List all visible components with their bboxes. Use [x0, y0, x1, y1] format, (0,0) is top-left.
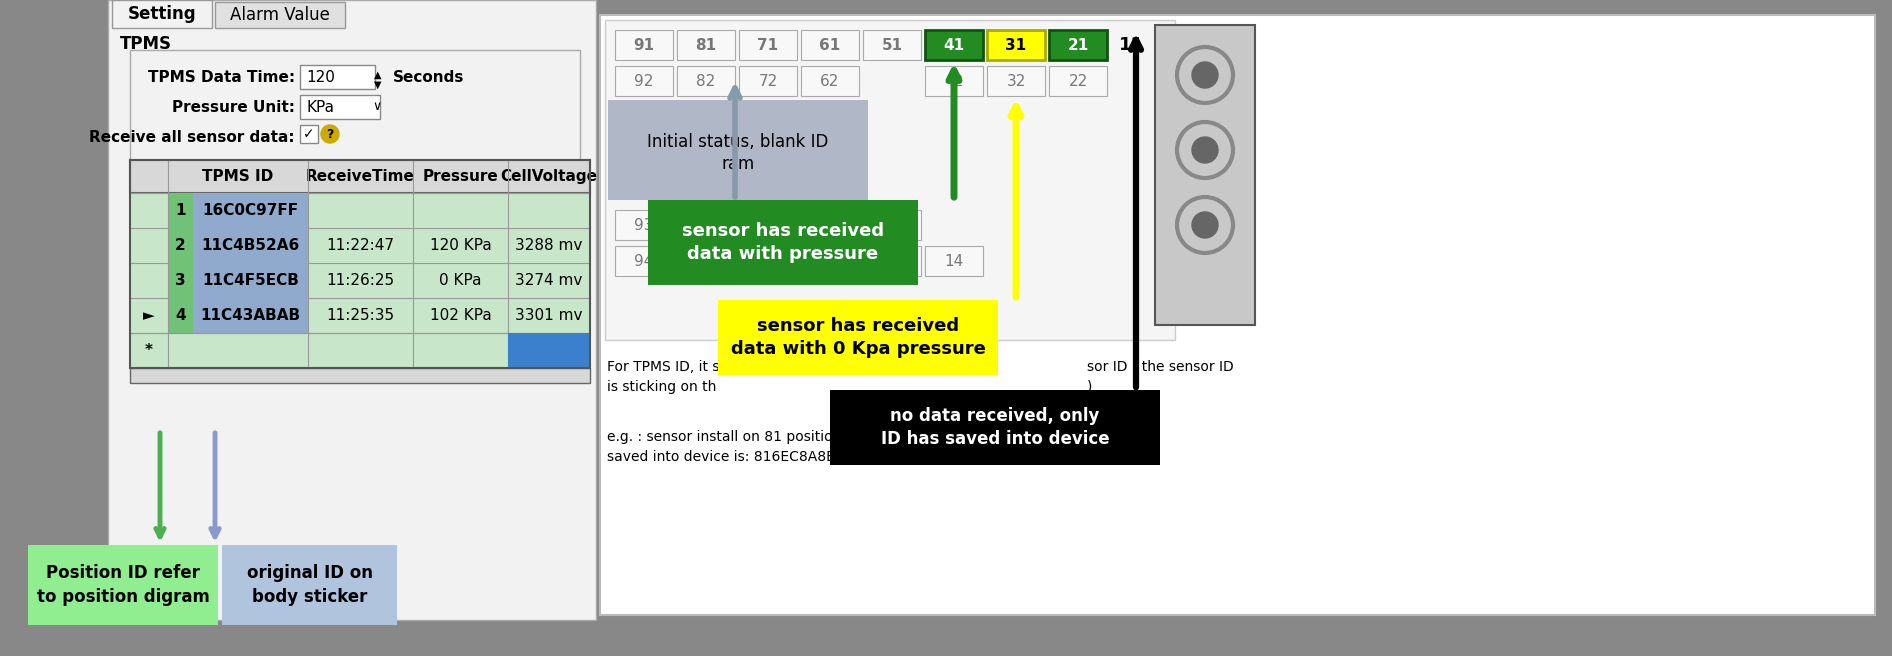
- FancyBboxPatch shape: [168, 298, 193, 333]
- Text: 34: 34: [821, 253, 840, 268]
- Text: Initial status, blank ID: Initial status, blank ID: [647, 133, 829, 151]
- FancyBboxPatch shape: [168, 263, 193, 298]
- Text: sensor has received
data with 0 Kpa pressure: sensor has received data with 0 Kpa pres…: [730, 317, 986, 358]
- Text: Alarm Value: Alarm Value: [231, 6, 329, 24]
- Text: ram: ram: [721, 155, 755, 173]
- Circle shape: [1192, 137, 1218, 163]
- Text: 11: 11: [1118, 36, 1145, 54]
- Text: CellVoltage: CellVoltage: [501, 169, 598, 184]
- Text: 21: 21: [1067, 37, 1088, 52]
- Text: ✓: ✓: [303, 127, 314, 141]
- FancyBboxPatch shape: [988, 30, 1044, 60]
- Text: 120: 120: [307, 70, 335, 85]
- Text: 11C43ABAB: 11C43ABAB: [201, 308, 301, 323]
- FancyBboxPatch shape: [112, 0, 212, 28]
- FancyBboxPatch shape: [863, 30, 921, 60]
- Text: 33: 33: [821, 218, 840, 232]
- FancyBboxPatch shape: [863, 210, 921, 240]
- Text: 32: 32: [1007, 73, 1025, 89]
- Text: saved into device is: 816EC8A8E: saved into device is: 816EC8A8E: [607, 450, 834, 464]
- Text: 11:26:25: 11:26:25: [327, 273, 395, 288]
- Text: 31: 31: [1005, 37, 1027, 52]
- Text: ?: ?: [325, 127, 333, 140]
- Text: 72: 72: [759, 73, 778, 89]
- FancyBboxPatch shape: [193, 298, 308, 333]
- FancyBboxPatch shape: [301, 95, 380, 119]
- FancyBboxPatch shape: [717, 300, 997, 375]
- FancyBboxPatch shape: [1154, 25, 1254, 325]
- Text: Pressure: Pressure: [422, 169, 498, 184]
- Text: sensor has received
data with pressure: sensor has received data with pressure: [681, 222, 884, 263]
- FancyBboxPatch shape: [193, 263, 308, 298]
- FancyBboxPatch shape: [988, 66, 1044, 96]
- FancyBboxPatch shape: [108, 0, 596, 620]
- Text: Seconds: Seconds: [394, 70, 464, 85]
- FancyBboxPatch shape: [800, 210, 859, 240]
- FancyBboxPatch shape: [615, 210, 674, 240]
- Text: For TPMS ID, it s: For TPMS ID, it s: [607, 360, 719, 374]
- FancyBboxPatch shape: [677, 30, 734, 60]
- FancyBboxPatch shape: [800, 30, 859, 60]
- FancyBboxPatch shape: [131, 368, 590, 383]
- Text: ▲: ▲: [375, 70, 382, 80]
- Text: D: D: [1137, 430, 1148, 444]
- FancyBboxPatch shape: [507, 333, 590, 368]
- FancyBboxPatch shape: [600, 15, 1875, 615]
- Text: 41: 41: [944, 37, 965, 52]
- Text: TPMS: TPMS: [119, 35, 172, 53]
- Text: 24: 24: [882, 253, 902, 268]
- Text: KPa: KPa: [307, 100, 335, 115]
- FancyBboxPatch shape: [193, 228, 308, 263]
- Text: 120 KPa: 120 KPa: [429, 238, 492, 253]
- Text: no data received, only
ID has saved into device: no data received, only ID has saved into…: [880, 407, 1109, 448]
- FancyBboxPatch shape: [831, 390, 1160, 465]
- FancyBboxPatch shape: [1048, 30, 1107, 60]
- Text: 11:22:47: 11:22:47: [327, 238, 395, 253]
- Text: 22: 22: [1069, 73, 1088, 89]
- Text: 81: 81: [696, 37, 717, 52]
- FancyBboxPatch shape: [925, 30, 984, 60]
- FancyBboxPatch shape: [1048, 66, 1107, 96]
- Text: 92: 92: [634, 73, 655, 89]
- Text: Setting: Setting: [127, 5, 197, 23]
- Text: 23: 23: [882, 218, 902, 232]
- FancyBboxPatch shape: [168, 193, 193, 228]
- Text: 3301 mv: 3301 mv: [515, 308, 583, 323]
- Text: ∨: ∨: [373, 100, 380, 113]
- Text: e.g. : sensor install on 81 positio: e.g. : sensor install on 81 positio: [607, 430, 832, 444]
- Text: Pressure Unit:: Pressure Unit:: [172, 100, 295, 115]
- FancyBboxPatch shape: [131, 263, 590, 298]
- FancyBboxPatch shape: [863, 246, 921, 276]
- Text: 82: 82: [696, 73, 715, 89]
- FancyBboxPatch shape: [131, 333, 590, 368]
- Text: sor ID ( the sensor ID: sor ID ( the sensor ID: [1088, 360, 1234, 374]
- Text: TPMS ID: TPMS ID: [202, 169, 274, 184]
- Text: TPMS Data Time:: TPMS Data Time:: [148, 70, 295, 85]
- FancyBboxPatch shape: [131, 160, 590, 193]
- FancyBboxPatch shape: [607, 100, 868, 200]
- Text: 11C4F5ECB: 11C4F5ECB: [202, 273, 299, 288]
- Text: ): ): [1088, 380, 1092, 394]
- FancyBboxPatch shape: [221, 545, 397, 625]
- Text: 2: 2: [176, 238, 185, 253]
- Text: is sticking on th: is sticking on th: [607, 380, 717, 394]
- Text: 93: 93: [634, 218, 655, 232]
- Text: Receive all sensor data:: Receive all sensor data:: [89, 130, 295, 145]
- FancyBboxPatch shape: [800, 66, 859, 96]
- FancyBboxPatch shape: [193, 193, 308, 228]
- Text: 11C4B52A6: 11C4B52A6: [201, 238, 299, 253]
- Text: original ID on
body sticker: original ID on body sticker: [246, 564, 373, 605]
- FancyBboxPatch shape: [131, 298, 590, 333]
- Text: 42: 42: [944, 73, 963, 89]
- FancyBboxPatch shape: [925, 246, 984, 276]
- FancyBboxPatch shape: [615, 66, 674, 96]
- Text: ▼: ▼: [375, 80, 382, 90]
- Text: 91: 91: [634, 37, 655, 52]
- Text: 11:25:35: 11:25:35: [327, 308, 395, 323]
- FancyBboxPatch shape: [615, 30, 674, 60]
- FancyBboxPatch shape: [605, 20, 1175, 340]
- Text: 14: 14: [944, 253, 963, 268]
- Circle shape: [1192, 212, 1218, 238]
- Text: 51: 51: [882, 37, 902, 52]
